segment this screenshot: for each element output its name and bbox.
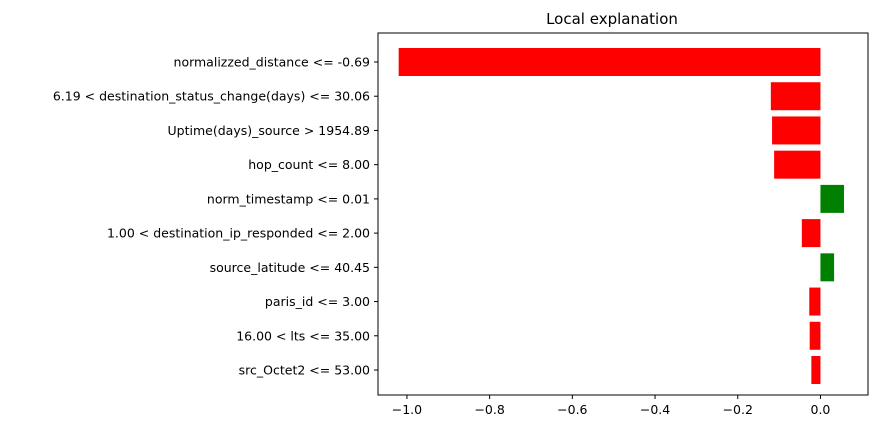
bar-8 bbox=[809, 321, 821, 350]
y-tick-label-4: norm_timestamp <= 0.01 bbox=[207, 191, 370, 206]
y-tick-label-1: 6.19 < destination_status_change(days) <… bbox=[53, 89, 370, 104]
bar-5 bbox=[801, 219, 821, 248]
x-tick-label-0: −1.0 bbox=[392, 402, 422, 417]
bar-9 bbox=[811, 356, 821, 384]
y-tick-label-3: hop_count <= 8.00 bbox=[248, 157, 370, 172]
y-tick-label-5: 1.00 < destination_ip_responded <= 2.00 bbox=[107, 226, 370, 241]
bars-group bbox=[398, 48, 845, 384]
bar-4 bbox=[820, 184, 845, 213]
y-tick-label-8: 16.00 < lts <= 35.00 bbox=[236, 328, 370, 343]
y-tick-label-0: normalizzed_distance <= -0.69 bbox=[174, 55, 371, 70]
bar-0 bbox=[398, 48, 821, 76]
bar-2 bbox=[772, 116, 821, 145]
y-tick-labels: normalizzed_distance <= -0.69 6.19 < dest… bbox=[53, 55, 378, 378]
x-tick-label-4: −0.2 bbox=[723, 402, 753, 417]
bar-1 bbox=[770, 82, 821, 111]
y-tick-label-6: source_latitude <= 40.45 bbox=[210, 260, 370, 275]
x-tick-label-2: −0.6 bbox=[557, 402, 587, 417]
y-tick-label-2: Uptime(days)_source > 1954.89 bbox=[168, 123, 371, 138]
bar-7 bbox=[809, 287, 821, 316]
plot-frame bbox=[377, 32, 869, 396]
x-ticks-group: −1.0 −0.8 −0.6 −0.4 −0.2 0.0 bbox=[392, 395, 831, 417]
x-tick-label-5: 0.0 bbox=[811, 402, 831, 417]
y-tick-label-9: src_Octet2 <= 53.00 bbox=[239, 363, 370, 378]
y-tick-label-7: paris_id <= 3.00 bbox=[265, 294, 370, 309]
bar-6 bbox=[820, 253, 835, 282]
x-tick-label-1: −0.8 bbox=[474, 402, 504, 417]
chart-title: Local explanation bbox=[546, 10, 678, 28]
x-tick-label-3: −0.4 bbox=[640, 402, 670, 417]
bar-3 bbox=[774, 150, 821, 179]
